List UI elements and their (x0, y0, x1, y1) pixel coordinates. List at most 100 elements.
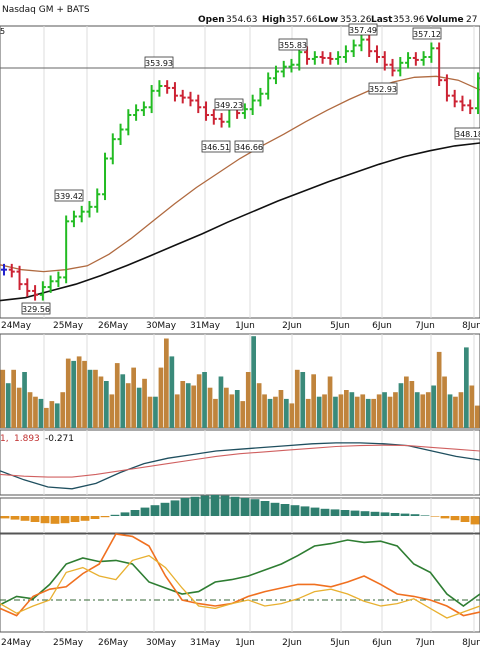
volume-bar (294, 369, 300, 428)
ohlc-bar (280, 60, 287, 78)
ohlc-bar (218, 113, 225, 128)
svg-text:329.56: 329.56 (22, 305, 50, 314)
ohlc-bar (94, 188, 101, 213)
ohlc-bar (78, 205, 85, 223)
date-label: 25May (53, 638, 84, 648)
ohlc-bar (140, 101, 147, 116)
ohlc-bar (311, 51, 318, 65)
ohlc-bar (381, 51, 388, 71)
volume-bar (371, 398, 376, 428)
volume-bar (273, 396, 278, 428)
macd-histogram-bar (200, 495, 210, 516)
volume-bar (49, 401, 55, 428)
macd-histogram-bar (50, 516, 60, 524)
volume-bar (114, 363, 120, 428)
volume-bar (431, 385, 436, 428)
volume-bar (387, 396, 393, 428)
ohlc-bar (389, 58, 396, 77)
open-value: 354.63 (226, 15, 258, 25)
low-value: 353.26 (340, 15, 372, 25)
volume-bar (284, 398, 289, 428)
ohlc-bar (1, 263, 7, 276)
volume-bar (344, 390, 349, 428)
svg-text:348.18: 348.18 (455, 130, 480, 139)
macd-histogram-bar (330, 509, 340, 516)
macd-histogram-bar (450, 516, 460, 521)
panel-frame (0, 25, 480, 319)
ohlc-bar (63, 215, 70, 284)
volume-bar (289, 403, 295, 428)
ohlc-bar (443, 74, 450, 102)
ohlc-bar (459, 95, 466, 112)
price-annotation: 355.83 (278, 38, 308, 51)
volume-bar (245, 372, 251, 428)
ohlc-bar (109, 133, 116, 165)
volume-bar (278, 390, 284, 428)
macd-histogram-bar (260, 501, 270, 516)
macd-panel: 1, 1.893 -0.271 (0, 434, 480, 525)
macd-histogram (0, 495, 480, 525)
svg-text:355.83: 355.83 (279, 41, 307, 50)
chart-header: Nasdaq GM + BATS Open 354.63 High 357.66… (0, 5, 477, 36)
volume-bar (414, 392, 420, 428)
volume-bar (71, 360, 76, 428)
ohlc-bar (420, 51, 427, 66)
date-label: 26May (98, 321, 129, 331)
ohlc-bar (475, 72, 480, 115)
macd-histogram-bar (460, 516, 470, 522)
ohlc-bar (55, 271, 62, 288)
high-value: 357.66 (286, 15, 318, 25)
ohlc-bar (8, 263, 15, 278)
macd-histogram-bar (400, 513, 410, 516)
volume-bar (382, 392, 387, 428)
date-label: 1Jun (235, 321, 255, 331)
volume-bar (164, 338, 169, 428)
ohlc-bar (272, 65, 279, 85)
volume-bar (5, 383, 11, 428)
ohlc-bar (171, 82, 178, 102)
svg-text:357.12: 357.12 (413, 30, 441, 39)
ohlc-bar (16, 265, 23, 290)
macd-histogram-bar (280, 504, 290, 516)
price-annotation: 349.23 (214, 98, 244, 111)
volume-bar (60, 392, 66, 428)
date-label: 7Jun (415, 321, 435, 331)
date-label: 2Jun (282, 638, 302, 648)
volume-bar (44, 407, 49, 428)
volume-bar (93, 369, 98, 428)
volume-bar (120, 374, 126, 428)
volume-bar (142, 378, 147, 428)
ohlc-bar (241, 103, 248, 119)
date-label: 31May (190, 321, 221, 331)
ohlc-bar (288, 58, 295, 73)
volume-bar (87, 369, 93, 428)
macd-histogram-bar (310, 507, 320, 516)
price-panel: 329.56 339.42 353.93 349.23 346.51 346.66 355.… (0, 23, 480, 315)
ohlc-bar (32, 285, 39, 301)
volume-bar (300, 372, 306, 428)
high-label: High (262, 15, 285, 25)
volume-bar (158, 367, 164, 428)
ohlc-bar (350, 39, 357, 57)
macd-histogram-bar (240, 498, 250, 516)
price-annotation: 339.42 (54, 189, 84, 202)
volume-bar (398, 383, 404, 428)
svg-text:349.23: 349.23 (215, 101, 243, 110)
macd-histogram-bar (120, 512, 130, 516)
ohlc-bar (195, 94, 202, 114)
volume-bar (354, 396, 360, 428)
volume-bar (202, 372, 207, 428)
volume-bar (27, 392, 33, 428)
ohlc-bar (257, 87, 264, 107)
volume-panel (0, 336, 480, 428)
ohlc-bar (327, 52, 334, 65)
macd-value-2: -0.271 (45, 434, 74, 444)
date-label: 8Jun (462, 638, 480, 648)
price-annotation: 357.49 (348, 23, 378, 36)
ohlc-bar (265, 72, 272, 100)
ohlc-bar (451, 89, 458, 108)
macd-histogram-bar (380, 512, 390, 516)
volume-bar (305, 398, 311, 428)
volume-bar (104, 381, 109, 428)
